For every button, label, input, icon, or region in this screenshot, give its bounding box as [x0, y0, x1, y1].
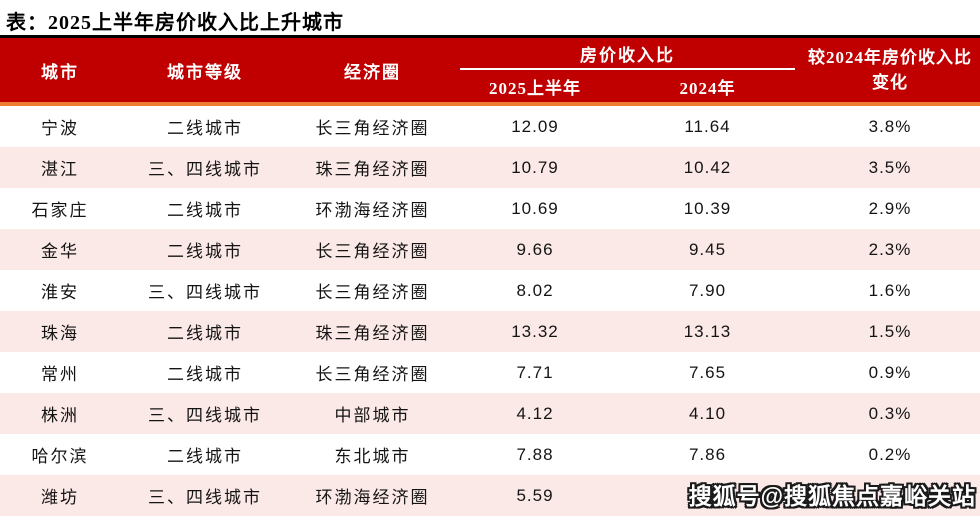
cell-ratio-2025h1: 8.02	[516, 280, 554, 300]
col-group-price-income-ratio: 房价收入比 2025上半年 2024年	[455, 38, 800, 102]
cell-tier: 二线城市	[167, 242, 243, 261]
group-header-divider	[460, 68, 795, 70]
cell-change: 0.9%	[868, 362, 912, 382]
cell-tier: 二线城市	[167, 119, 243, 138]
cell-region: 长三角经济圈	[315, 283, 430, 302]
cell-change: 2.9%	[868, 198, 912, 218]
cell-region: 长三角经济圈	[315, 119, 430, 138]
cell-ratio-2025h1: 7.88	[516, 444, 554, 464]
cell-city: 石家庄	[31, 201, 89, 220]
cell-region: 东北城市	[334, 447, 411, 466]
table-title: 表：2025上半年房价收入比上升城市	[6, 12, 344, 34]
cell-ratio-2024: 10.42	[683, 157, 732, 177]
col-header-change: 较2024年房价收入比变化	[808, 47, 972, 93]
table-row: 潍坊 三、四线城市 环渤海经济圈 5.59 5.58 0.2%	[0, 475, 980, 516]
table-row: 金华 二线城市 长三角经济圈 9.66 9.45 2.3%	[0, 229, 980, 270]
cell-region: 环渤海经济圈	[315, 201, 430, 220]
table-header: 城市 城市等级 经济圈 房价收入比 2025上半年 2024年 较2024年房价…	[0, 35, 980, 102]
accent-divider	[0, 102, 980, 106]
cell-change: 3.5%	[868, 157, 912, 177]
cell-ratio-2024: 7.86	[688, 444, 727, 464]
cell-change: 1.6%	[868, 280, 912, 300]
cell-ratio-2024: 7.90	[688, 280, 727, 300]
table-row: 株洲 三、四线城市 中部城市 4.12 4.10 0.3%	[0, 393, 980, 434]
table-row: 石家庄 二线城市 环渤海经济圈 10.69 10.39 2.9%	[0, 188, 980, 229]
col-header-city: 城市	[41, 62, 79, 82]
cell-change: 1.5%	[868, 321, 912, 341]
col-header-tier: 城市等级	[167, 62, 243, 82]
cell-change: 0.3%	[868, 403, 912, 423]
col-header-2024: 2024年	[679, 78, 736, 98]
table-row: 湛江 三、四线城市 珠三角经济圈 10.79 10.42 3.5%	[0, 147, 980, 188]
cell-ratio-2025h1: 9.66	[516, 239, 554, 259]
cell-region: 环渤海经济圈	[315, 488, 430, 507]
cell-ratio-2024: 7.65	[688, 362, 727, 382]
watermark-text: 搜狐号@搜狐焦点嘉峪关站	[688, 483, 976, 509]
cell-tier: 二线城市	[167, 447, 243, 466]
cell-city: 珠海	[41, 324, 79, 343]
cell-change: 2.3%	[868, 239, 912, 259]
cell-ratio-2024: 9.45	[688, 239, 727, 259]
cell-tier: 二线城市	[167, 324, 243, 343]
table-row: 宁波 二线城市 长三角经济圈 12.09 11.64 3.8%	[0, 106, 980, 147]
cell-ratio-2024: 5.58	[688, 485, 727, 505]
table-row: 哈尔滨 二线城市 东北城市 7.88 7.86 0.2%	[0, 434, 980, 475]
cell-tier: 二线城市	[167, 365, 243, 384]
cell-region: 珠三角经济圈	[315, 324, 430, 343]
cell-ratio-2025h1: 13.32	[511, 321, 559, 341]
cell-tier: 三、四线城市	[148, 160, 262, 179]
col-header-region: 经济圈	[344, 62, 401, 82]
cell-ratio-2025h1: 4.12	[516, 403, 554, 423]
cell-change: 0.2%	[868, 485, 912, 505]
table-row: 淮安 三、四线城市 长三角经济圈 8.02 7.90 1.6%	[0, 270, 980, 311]
cell-change: 3.8%	[868, 116, 912, 136]
cell-tier: 三、四线城市	[148, 406, 262, 425]
table-body: 宁波 二线城市 长三角经济圈 12.09 11.64 3.8% 湛江 三、四线城…	[0, 106, 980, 516]
cell-city: 株洲	[41, 406, 79, 425]
cell-region: 长三角经济圈	[315, 365, 430, 384]
cell-tier: 二线城市	[167, 201, 243, 220]
cell-region: 珠三角经济圈	[315, 160, 430, 179]
cell-region: 中部城市	[334, 406, 411, 425]
cell-ratio-2024: 11.64	[684, 116, 731, 136]
cell-ratio-2024: 4.10	[688, 403, 727, 423]
cell-city: 常州	[41, 365, 79, 384]
cell-city: 淮安	[41, 283, 79, 302]
group-subheaders: 2025上半年 2024年	[455, 70, 800, 102]
group-header-label: 房价收入比	[580, 45, 675, 65]
cell-tier: 三、四线城市	[148, 488, 262, 507]
cell-ratio-2025h1: 7.71	[516, 362, 554, 382]
cell-ratio-2024: 10.39	[683, 198, 732, 218]
table-row: 常州 二线城市 长三角经济圈 7.71 7.65 0.9%	[0, 352, 980, 393]
cell-ratio-2025h1: 5.59	[516, 485, 554, 505]
cell-ratio-2025h1: 10.69	[511, 198, 559, 218]
cell-city: 哈尔滨	[31, 447, 89, 466]
col-header-2025h1: 2025上半年	[489, 78, 581, 98]
cell-ratio-2024: 13.13	[683, 321, 732, 341]
data-table: 城市 城市等级 经济圈 房价收入比 2025上半年 2024年 较2024年房价…	[0, 35, 980, 516]
cell-city: 湛江	[41, 160, 79, 179]
cell-region: 长三角经济圈	[315, 242, 430, 261]
cell-city: 金华	[41, 242, 79, 261]
cell-change: 0.2%	[868, 444, 912, 464]
cell-city: 宁波	[41, 119, 79, 138]
cell-ratio-2025h1: 12.09	[511, 116, 559, 136]
cell-tier: 三、四线城市	[148, 283, 262, 302]
cell-ratio-2025h1: 10.79	[511, 157, 559, 177]
table-row: 珠海 二线城市 珠三角经济圈 13.32 13.13 1.5%	[0, 311, 980, 352]
cell-city: 潍坊	[41, 488, 79, 507]
